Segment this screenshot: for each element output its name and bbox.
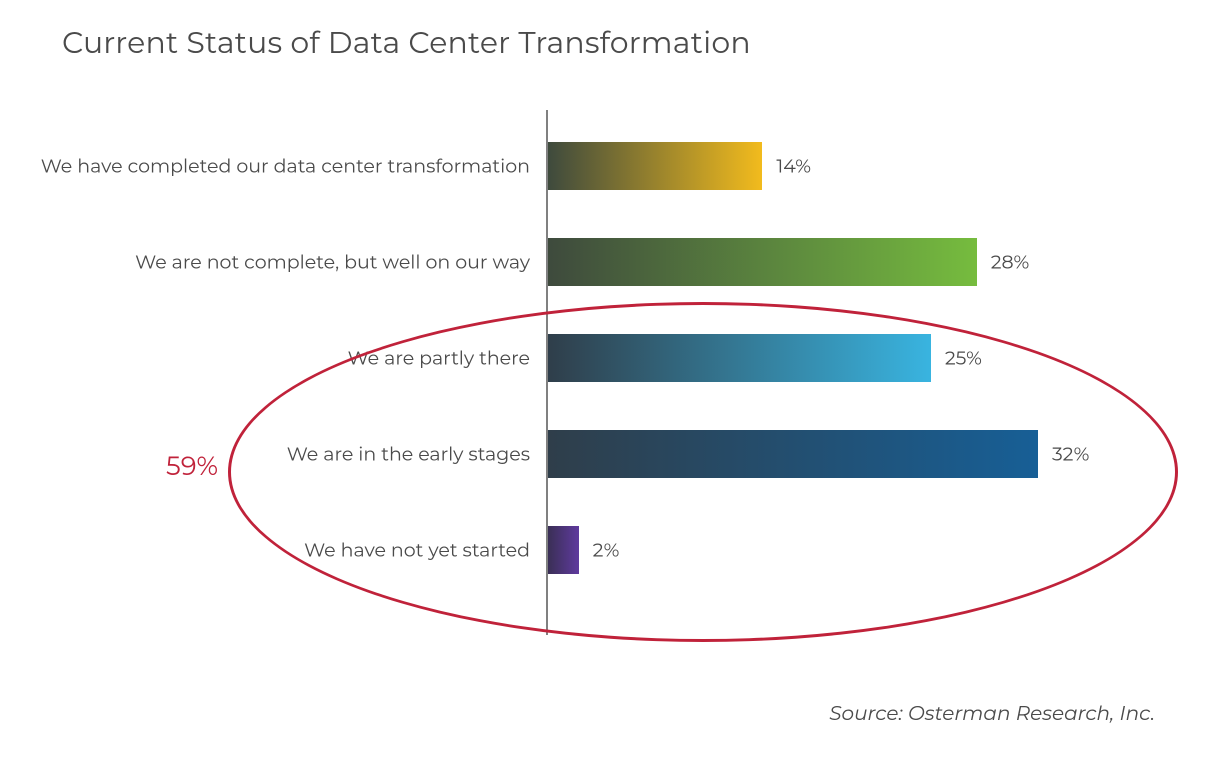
bar-row: We are not complete, but well on our way… [0, 238, 1205, 286]
bar [548, 142, 762, 190]
bar-label: We have completed our data center transf… [41, 155, 530, 178]
callout-ellipse [228, 302, 1178, 642]
source-attribution: Source: Osterman Research, Inc. [829, 702, 1155, 726]
bar-value-label: 14% [776, 155, 811, 178]
bar-row: We have completed our data center transf… [0, 142, 1205, 190]
bar [548, 238, 977, 286]
chart-title: Current Status of Data Center Transforma… [62, 24, 751, 61]
callout-percentage: 59% [166, 450, 218, 482]
bar-chart: We have completed our data center transf… [0, 110, 1205, 670]
bar-label: We are not complete, but well on our way [135, 251, 530, 274]
bar-value-label: 28% [991, 251, 1029, 274]
page: Current Status of Data Center Transforma… [0, 0, 1205, 768]
